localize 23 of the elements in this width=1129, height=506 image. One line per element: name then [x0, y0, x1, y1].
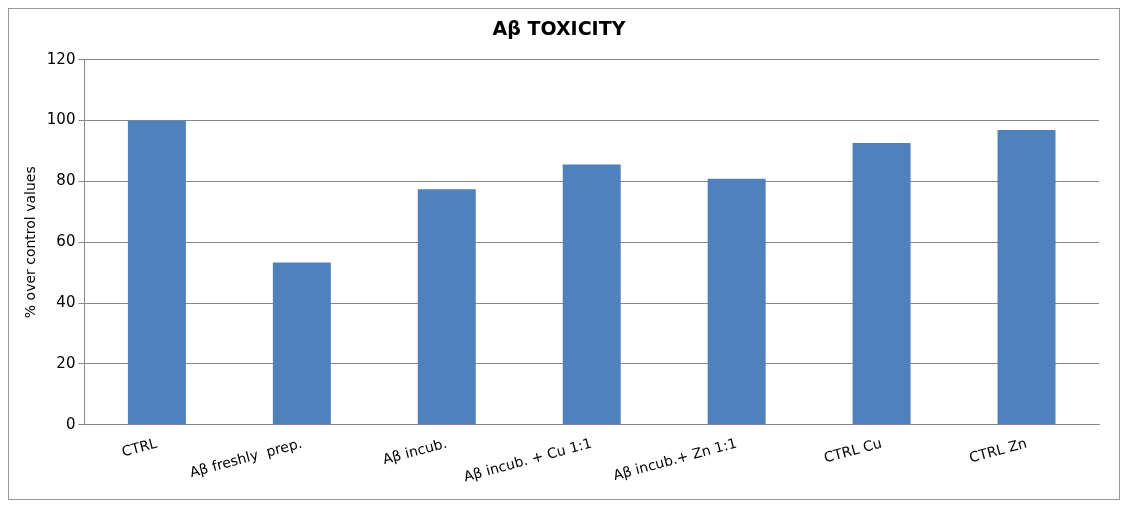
y-tick-label: 120 — [46, 49, 76, 68]
bar — [852, 143, 911, 425]
bar — [707, 178, 766, 425]
bar — [562, 164, 621, 425]
bar — [127, 120, 186, 425]
chart-title: Aβ TOXICITY — [492, 17, 626, 40]
x-tick-label: Aβ incub. + Cu 1:1 — [461, 434, 594, 485]
x-tick-label: CTRL — [119, 434, 159, 460]
y-tick-label: 60 — [56, 232, 76, 251]
y-tick-label: 40 — [56, 292, 76, 311]
x-tick-label: CTRL Cu — [822, 434, 884, 466]
x-tick-label: Aβ incub. — [380, 434, 449, 468]
y-tick-label: 80 — [56, 171, 76, 190]
bar — [997, 130, 1056, 425]
y-tick-label: 100 — [46, 110, 76, 129]
y-axis-title: % over control values — [22, 166, 39, 319]
y-tick-label: 20 — [56, 353, 76, 372]
bar — [417, 189, 476, 425]
x-tick-label: CTRL Zn — [967, 434, 1029, 466]
bar — [272, 262, 331, 425]
x-tick-label: Aβ freshly prep. — [187, 434, 304, 481]
x-tick-label: Aβ incub.+ Zn 1:1 — [611, 434, 739, 484]
y-tick-label: 0 — [65, 414, 76, 433]
